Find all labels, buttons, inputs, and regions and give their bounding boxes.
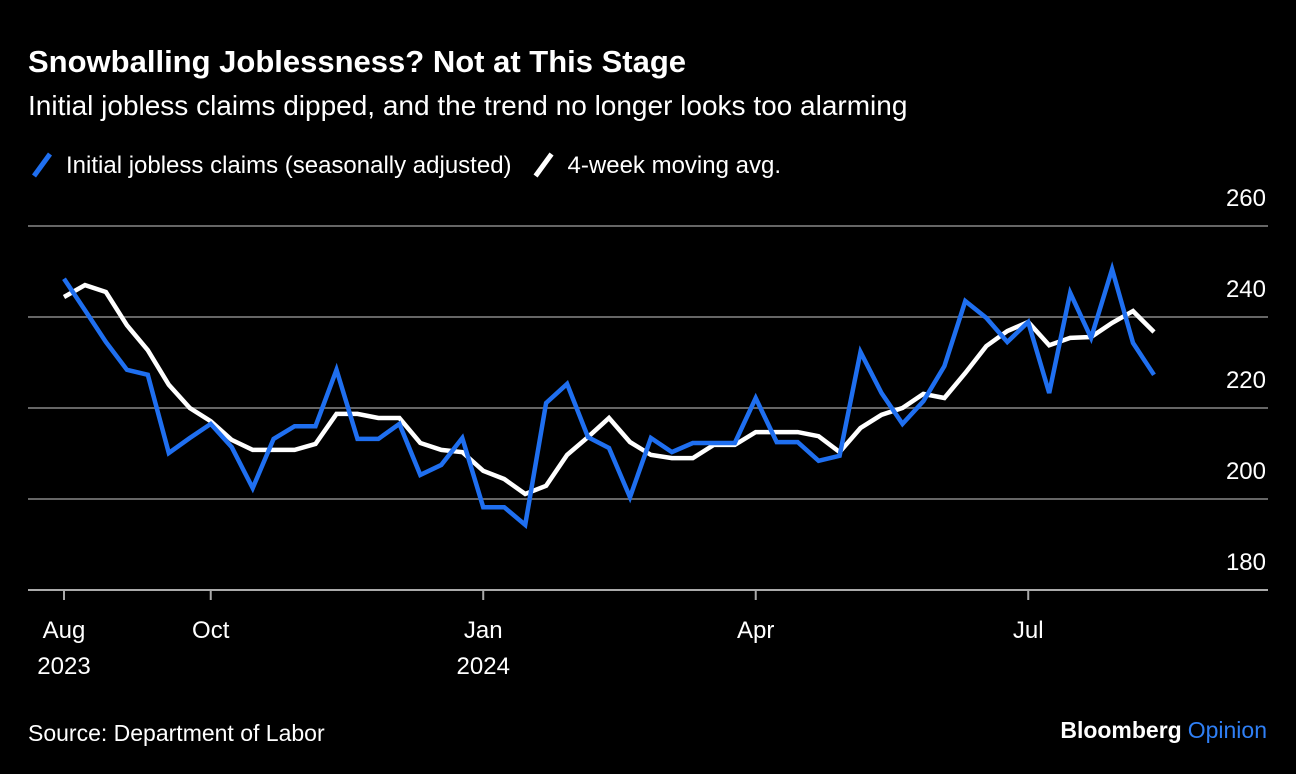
chart-subtitle: Initial jobless claims dipped, and the t… bbox=[28, 90, 907, 121]
legend-label: 4-week moving avg. bbox=[568, 152, 781, 179]
x-tick-label: Apr bbox=[737, 617, 774, 644]
brand-name: Bloomberg bbox=[1060, 717, 1181, 743]
y-tick-label: 220 bbox=[1226, 367, 1266, 394]
legend-label: Initial jobless claims (seasonally adjus… bbox=[66, 152, 512, 179]
y-tick-label: 240 bbox=[1226, 276, 1266, 303]
brand-section: Opinion bbox=[1188, 717, 1267, 743]
legend-swatch bbox=[31, 152, 53, 178]
y-tick-label: 180 bbox=[1226, 549, 1266, 576]
y-tick-label: 200 bbox=[1226, 458, 1266, 485]
y-tick-label: 260 bbox=[1226, 185, 1266, 212]
source: Source: Department of Labor bbox=[28, 720, 325, 746]
x-tick-year: 2024 bbox=[457, 653, 510, 680]
x-tick-label: Aug bbox=[43, 617, 86, 644]
x-tick-year: 2023 bbox=[37, 653, 90, 680]
series-line bbox=[62, 261, 1156, 530]
brand: Bloomberg Opinion bbox=[1060, 717, 1267, 743]
x-tick-label: Jan bbox=[464, 617, 503, 644]
legend-swatch bbox=[533, 152, 554, 178]
series-line bbox=[62, 282, 1156, 497]
x-tick-label: Oct bbox=[192, 617, 230, 644]
chart-title: Snowballing Joblessness? Not at This Sta… bbox=[28, 44, 686, 79]
x-tick-label: Jul bbox=[1013, 617, 1044, 644]
